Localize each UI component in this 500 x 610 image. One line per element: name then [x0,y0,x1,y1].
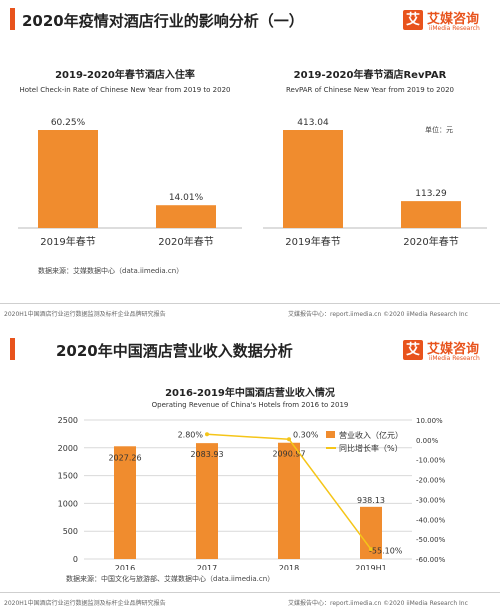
section1-footer-left: 2020H1中国酒店行业运行数据监测及标杆企业品牌研究报告 [4,311,166,318]
chart2-subtitle: RevPAR of Chinese New Year from 2019 to … [286,86,454,94]
chart3-y2-tick: -40.00% [416,516,446,524]
chart3-subtitle: Operating Revenue of China's Hotels from… [151,401,349,409]
logo-text: 艾媒咨询 [427,12,480,27]
section1-title: 2020年疫情对酒店行业的影响分析（一） [22,12,304,30]
chart3-y2-tick: 10.00% [416,417,443,425]
chart3-legend-swatch-bar [326,431,335,438]
chart1-title: 2019-2020年春节酒店入住率 [55,70,195,81]
chart3-bar [278,442,300,559]
chart1-bar [38,130,98,228]
chart3-y-tick: 500 [63,527,78,536]
chart1-value-label: 60.25% [51,118,86,128]
chart3-y-tick: 2000 [58,444,78,453]
section2-accent-bar [10,338,15,360]
chart2-value-label: 413.04 [297,118,329,128]
chart3-growth-label: -55.10% [369,546,403,555]
section1-footer-right: 艾媒报告中心：report.iimedia.cn ©2020 iiMedia R… [288,311,468,318]
chart3-bar-label: 2083.93 [190,450,223,459]
logo-text: 艾媒咨询 [427,342,480,357]
chart3-y2-tick: -50.00% [416,536,446,544]
chart2-title: 2019-2020年春节酒店RevPAR [293,70,447,81]
chart1-svg: 60.25% 2019年春节 14.01% 2020年春节 [18,118,242,248]
chart3-y-tick: 1000 [58,499,78,508]
section2-source: 数据来源：中国文化与旅游部、艾媒数据中心（data.iimedia.cn） [66,575,275,583]
chart3-bar [360,506,382,559]
chart3-growth-point [205,432,209,437]
chart1-category-label: 2019年春节 [40,235,95,248]
section2-footer-right: 艾媒报告中心：report.iimedia.cn ©2020 iiMedia R… [288,600,468,607]
section1-footer-divider [0,303,500,304]
chart2-svg: 413.04 2019年春节 113.29 2020年春节 单位：元 [263,118,487,248]
chart2-value-label: 113.29 [415,189,447,199]
chart2-bar [283,130,343,228]
logo-subtext: iiMedia Research [429,355,480,362]
chart3-growth-point [287,437,291,442]
chart3-title: 2016-2019年中国酒店营业收入情况 [165,388,335,399]
chart3-bar-label: 2027.26 [108,453,141,462]
chart3-y2-tick: -10.00% [416,457,446,465]
chart3-category-label: 2016 [115,564,135,570]
chart3-category-label: 2017 [197,564,217,570]
section2-footer-left: 2020H1中国酒店行业运行数据监测及标杆企业品牌研究报告 [4,600,166,607]
chart3-y2-tick: -60.00% [416,556,446,564]
chart3-bar-label: 938.13 [357,496,385,505]
chart3-legend-label: 同比增长率（%） [339,443,403,453]
logo-icon: 艾 [403,340,423,360]
chart3-svg: 0 500 1000 1500 2000 2500 10.00% 0.00% -10.00% -2… [58,416,446,570]
section1-source: 数据来源：艾媒数据中心（data.iimedia.cn） [38,267,184,275]
chart3-bar [114,446,136,559]
chart1-subtitle: Hotel Check-in Rate of Chinese New Year … [19,86,231,94]
chart2-unit-label: 单位：元 [425,125,453,134]
chart3-growth-label: 0.30% [293,430,319,439]
chart1-category-label: 2020年春节 [158,235,213,248]
chart1-bar [156,205,216,228]
chart3-bar-label: 2090.97 [272,450,305,459]
chart3-y2-tick: -30.00% [416,496,446,504]
chart2-category-label: 2019年春节 [285,235,340,248]
logo-icon: 艾 [403,10,423,30]
chart1-value-label: 14.01% [169,193,204,203]
chart3-bar [196,443,218,559]
chart3-y2-tick: -20.00% [416,477,446,485]
chart3-category-label: 2019H1 [355,564,386,570]
chart3-y2-tick: 0.00% [416,437,439,445]
section2-footer-divider [0,592,500,593]
chart2-category-label: 2020年春节 [403,235,458,248]
chart3-growth-label: 2.80% [178,430,204,439]
chart3-category-label: 2018 [279,564,299,570]
chart3-growth-point [369,547,373,552]
chart3-y-tick: 1500 [58,472,78,481]
section2-title: 2020年中国酒店营业收入数据分析 [56,342,293,360]
logo-subtext: iiMedia Research [429,25,480,32]
chart3-legend-label: 营业收入（亿元） [339,430,403,440]
chart3-y-tick: 2500 [58,416,78,425]
section1-accent-bar [10,8,15,30]
chart3-y-tick: 0 [73,555,78,564]
chart2-bar [401,201,461,228]
